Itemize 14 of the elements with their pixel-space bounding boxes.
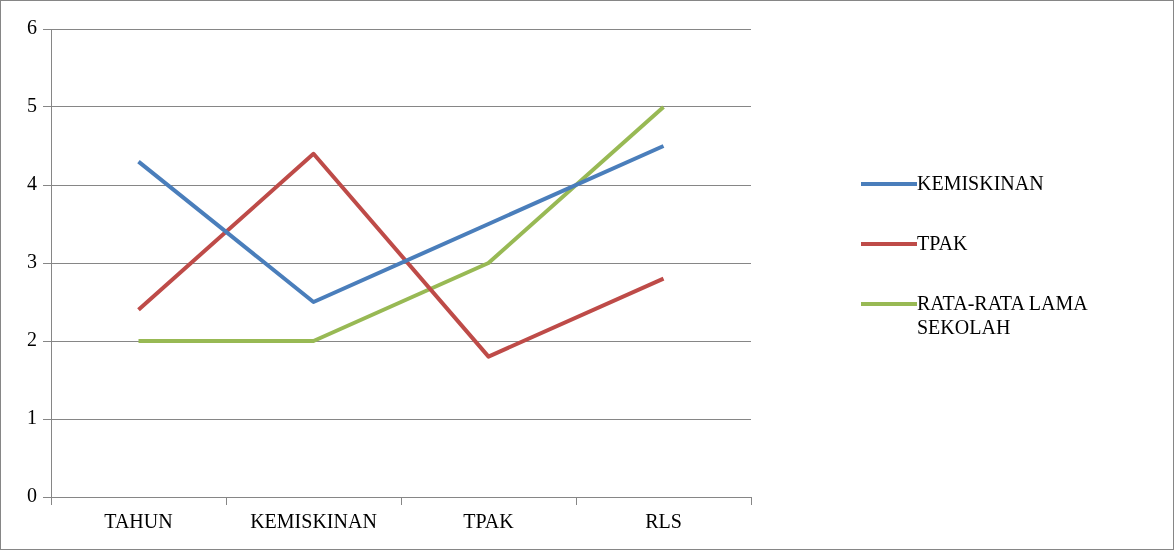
- legend-label: RATA-RATA LAMA SEKOLAH: [917, 291, 1089, 339]
- legend-label: KEMISKINAN: [917, 171, 1045, 195]
- y-tick-label: 4: [27, 172, 37, 195]
- y-tick-label: 1: [27, 406, 37, 429]
- x-tick-label: KEMISKINAN: [250, 510, 377, 533]
- y-tick-label: 2: [27, 328, 37, 351]
- x-tick-label: TAHUN: [104, 510, 173, 533]
- y-tick-label: 5: [27, 94, 37, 117]
- y-tick-label: 3: [27, 250, 37, 273]
- x-tick-label: RLS: [645, 510, 682, 533]
- y-tick-label: 6: [27, 16, 37, 39]
- legend-label: TPAK: [917, 231, 969, 255]
- x-tick-label: TPAK: [463, 510, 515, 533]
- y-tick-label: 0: [27, 484, 37, 507]
